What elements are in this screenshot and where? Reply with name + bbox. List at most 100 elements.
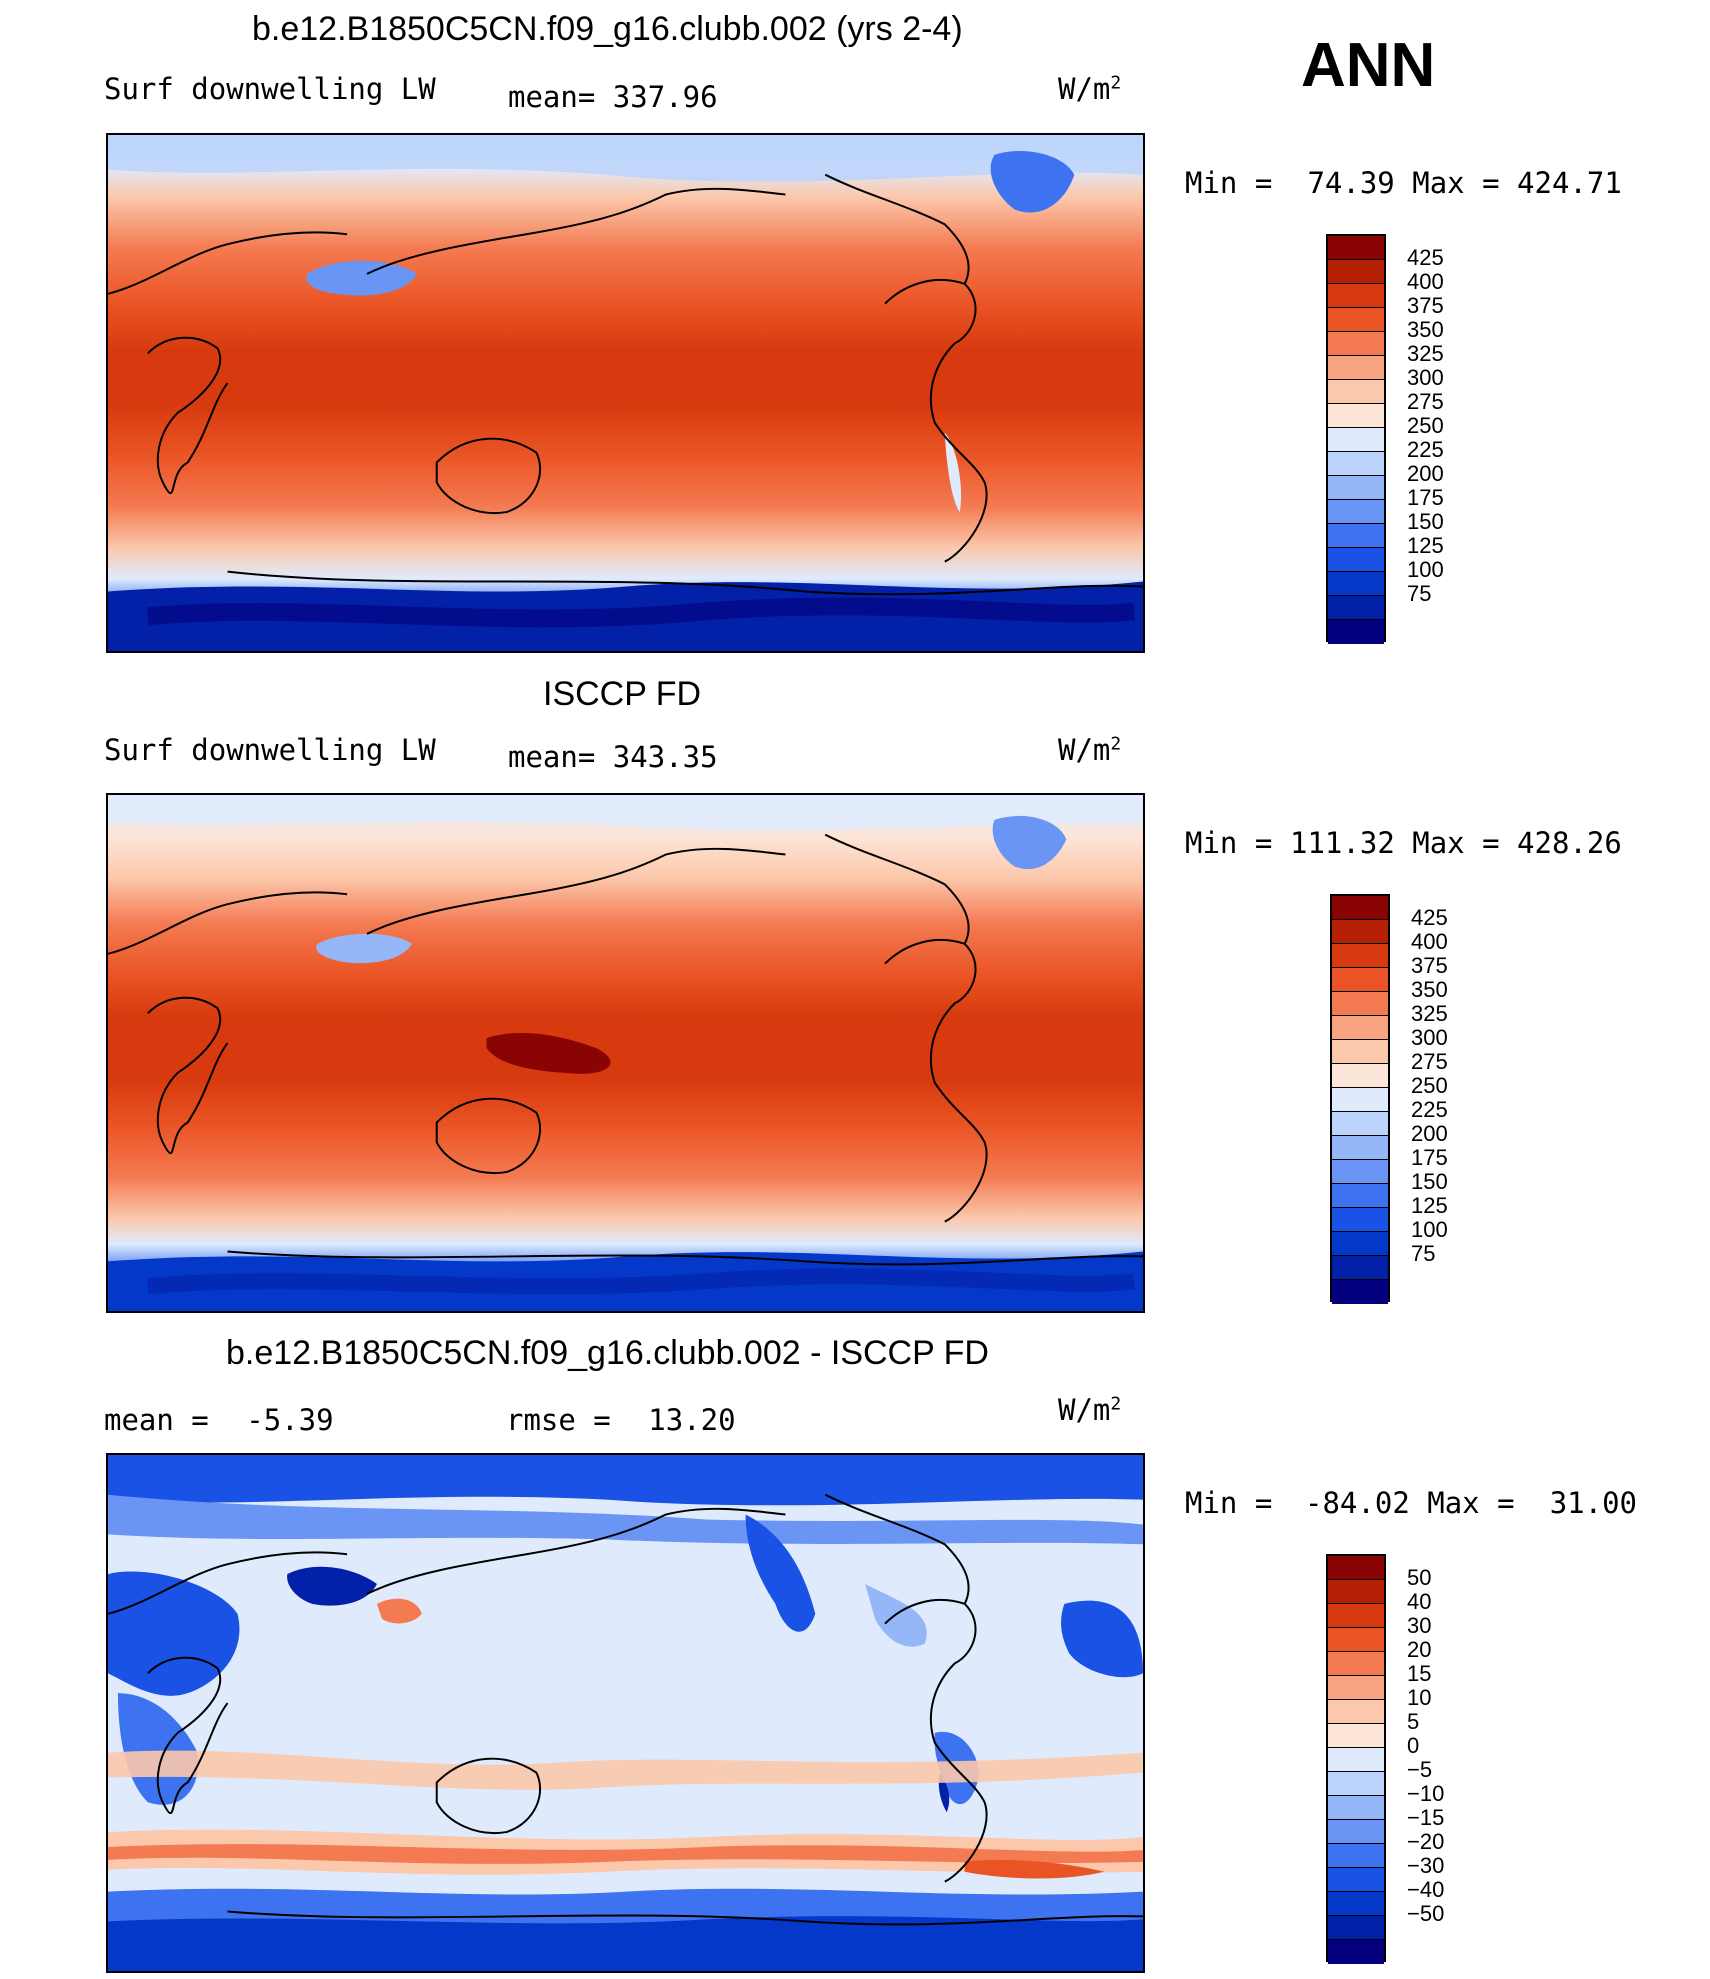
colorbar-tick-label: 350 [1407, 317, 1444, 342]
colorbar-segment [1332, 968, 1388, 992]
colorbar-tick-label: 200 [1411, 1121, 1448, 1146]
colorbar-tick-label: 250 [1411, 1073, 1448, 1098]
colorbar-tick-label: 75 [1411, 1241, 1436, 1266]
colorbar-segment [1328, 1724, 1384, 1748]
colorbar-tick-label: 275 [1407, 389, 1444, 414]
colorbar-tick-label: 0 [1407, 1733, 1420, 1758]
colorbar-segment [1332, 1088, 1388, 1112]
colorbar-segment [1328, 476, 1384, 500]
colorbar-tick-label: 400 [1407, 269, 1444, 294]
colorbar-tick-label: 30 [1407, 1613, 1432, 1638]
colorbar-tick-label: −5 [1407, 1757, 1433, 1782]
panel-3-min-label: Min = [1185, 1486, 1273, 1520]
colorbar-segment [1332, 1256, 1388, 1280]
colorbar-tick-label: −20 [1407, 1829, 1445, 1854]
colorbar-tick-label: 325 [1407, 341, 1444, 366]
panel-1-units: W/m2 [1058, 72, 1121, 106]
colorbar-segment [1332, 1136, 1388, 1160]
colorbar-tick-label: −50 [1407, 1901, 1445, 1926]
panel-2-minmax: Min = 111.32 Max = 428.26 [1185, 826, 1622, 860]
colorbar-tick-label: 375 [1407, 293, 1444, 318]
colorbar-tick-label: 250 [1407, 413, 1444, 438]
panel-3-rmse-label: rmse = [506, 1403, 611, 1437]
colorbar-segment [1328, 404, 1384, 428]
panel-2-title: ISCCP FD [543, 675, 702, 713]
panel-2-min-label: Min = [1185, 826, 1273, 860]
colorbar-segment [1332, 1208, 1388, 1232]
panel-1-units-exp: 2 [1110, 72, 1122, 94]
colorbar-segment [1328, 1868, 1384, 1892]
colorbar-segment [1328, 1676, 1384, 1700]
colorbar-segment [1328, 620, 1384, 644]
colorbar-segment [1328, 1652, 1384, 1676]
colorbar-tick-label: 200 [1407, 461, 1444, 486]
colorbar-tick-label: −30 [1407, 1853, 1445, 1878]
colorbar-segment [1328, 500, 1384, 524]
colorbar-tick-label: 225 [1411, 1097, 1448, 1122]
colorbar-segment [1328, 1604, 1384, 1628]
panel-3-units-text: W/m [1058, 1393, 1111, 1427]
colorbar-tick-label: 10 [1407, 1685, 1432, 1710]
panel-1-max-label: Max = [1412, 166, 1500, 200]
panel-3-max-value: 31.00 [1549, 1486, 1638, 1520]
colorbar-tick-label: 325 [1411, 1001, 1448, 1026]
colorbar-tick-label: 40 [1407, 1589, 1432, 1614]
colorbar-segment [1332, 944, 1388, 968]
panel-3-minmax: Min = -84.02 Max = 31.00 [1185, 1486, 1637, 1520]
colorbar-tick-label: 225 [1407, 437, 1444, 462]
colorbar-tick-label: 125 [1411, 1193, 1448, 1218]
colorbar-segment [1328, 452, 1384, 476]
colorbar-segment [1328, 1940, 1384, 1964]
colorbar-tick-label: 400 [1411, 929, 1448, 954]
panel-1-minmax: Min = 74.39 Max = 424.71 [1185, 166, 1622, 200]
colorbar-tick-label: −15 [1407, 1805, 1445, 1830]
colorbar-segment [1328, 1580, 1384, 1604]
panel-3-mean-label: mean = [104, 1403, 209, 1437]
colorbar-tick-label: 275 [1411, 1049, 1448, 1074]
panel-3-mean: mean = -5.39 [104, 1403, 334, 1437]
colorbar-segment [1328, 572, 1384, 596]
colorbar-tick-label: −40 [1407, 1877, 1445, 1902]
colorbar-segment [1328, 1748, 1384, 1772]
panel-2-map [106, 793, 1145, 1313]
panel-3-map [106, 1453, 1145, 1973]
colorbar-segment [1328, 1628, 1384, 1652]
colorbar-segment [1332, 1160, 1388, 1184]
panel-1-mean: mean= 337.96 [508, 80, 718, 114]
colorbar-tick-label: 100 [1407, 557, 1444, 582]
colorbar-segment [1332, 992, 1388, 1016]
panel-3-colorbar [1326, 1554, 1386, 1964]
colorbar-tick-label: 15 [1407, 1661, 1432, 1686]
panel-1-max-value: 424.71 [1517, 166, 1622, 200]
colorbar-tick-label: 375 [1411, 953, 1448, 978]
panel-2-units-text: W/m [1058, 733, 1111, 767]
panel-2-min-value: 111.32 [1290, 826, 1395, 860]
colorbar-segment [1328, 308, 1384, 332]
colorbar-segment [1328, 1844, 1384, 1868]
colorbar-segment [1332, 920, 1388, 944]
panel-3-max-label: Max = [1427, 1486, 1515, 1520]
panel-3-rmse-value: 13.20 [648, 1403, 736, 1437]
panel-1-mean-label: mean= [508, 80, 596, 114]
colorbar-tick-label: 20 [1407, 1637, 1432, 1662]
panel-2-mean: mean= 343.35 [508, 740, 718, 774]
panel-1-title: b.e12.B1850C5CN.f09_g16.clubb.002 (yrs 2… [252, 10, 963, 48]
panel-2-colorbar [1330, 894, 1390, 1304]
panel-3-rmse: rmse = 13.20 [506, 1403, 736, 1437]
panel-1-map [106, 133, 1145, 653]
colorbar-tick-label: 425 [1411, 905, 1448, 930]
panel-1-min-value: 74.39 [1307, 166, 1395, 200]
panel-2-max-value: 428.26 [1517, 826, 1622, 860]
panel-3-min-value: -84.02 [1305, 1486, 1410, 1520]
panel-3-mean-value: -5.39 [246, 1403, 334, 1437]
panel-3-units: W/m2 [1058, 1393, 1121, 1427]
panel-1-variable-label: Surf downwelling LW [104, 72, 436, 106]
colorbar-segment [1332, 896, 1388, 920]
season-label: ANN [1301, 31, 1436, 100]
colorbar-segment [1328, 260, 1384, 284]
colorbar-tick-label: 350 [1411, 977, 1448, 1002]
colorbar-tick-label: 150 [1407, 509, 1444, 534]
colorbar-tick-label: 425 [1407, 245, 1444, 270]
colorbar-segment [1332, 1064, 1388, 1088]
panel-1-min-label: Min = [1185, 166, 1273, 200]
